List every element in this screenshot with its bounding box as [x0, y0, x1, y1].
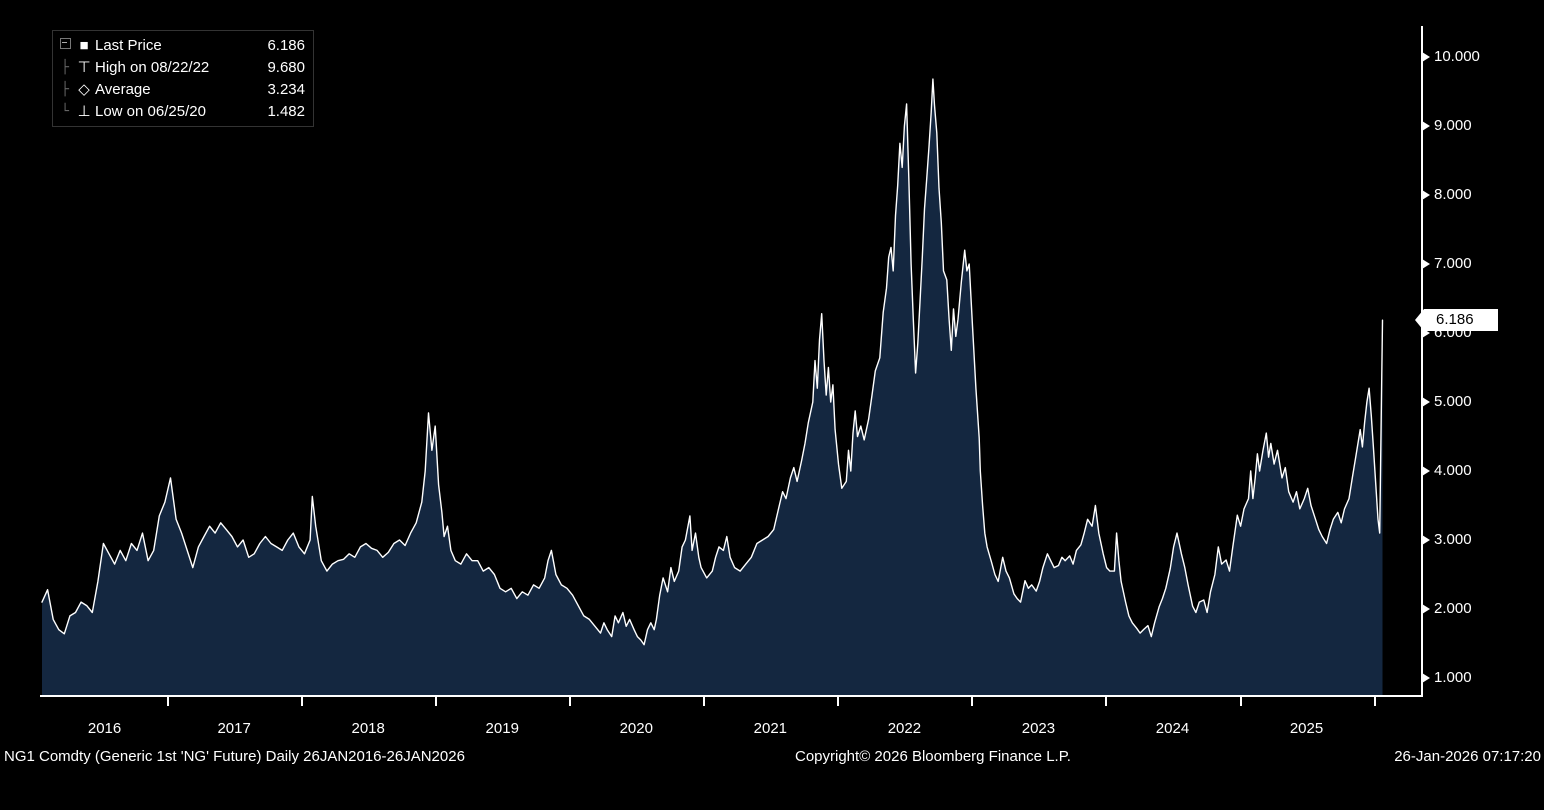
y-axis-tick: 5.000	[1422, 392, 1472, 412]
tick-arrow-icon	[1422, 121, 1430, 131]
tick-arrow-icon	[1422, 190, 1430, 200]
x-axis-tick	[971, 697, 974, 706]
y-axis-tick: 9.000	[1422, 116, 1472, 136]
y-axis-tick: 7.000	[1422, 254, 1472, 274]
x-axis-year-label: 2019	[485, 720, 519, 737]
low-tick-icon: ⊥	[77, 103, 91, 120]
x-axis-year-label: 2024	[1155, 720, 1190, 737]
x-axis-tick	[703, 697, 706, 706]
y-axis-tick: 2.000	[1422, 599, 1472, 619]
x-axis-year-label: 2022	[887, 720, 922, 737]
x-axis-year-label: 2018	[351, 720, 385, 737]
tick-arrow-icon	[1422, 52, 1430, 62]
timestamp: 26-Jan-2026 07:17:20	[1394, 748, 1541, 765]
x-axis-year-label: 2020	[619, 720, 653, 737]
legend-value: 3.234	[267, 80, 305, 98]
legend-label: High on 08/22/22	[95, 58, 210, 76]
x-axis-year-label: 2017	[217, 720, 251, 737]
y-axis-tick: 8.000	[1422, 185, 1472, 205]
legend-value: 9.680	[267, 58, 305, 76]
x-axis-tick	[1105, 697, 1108, 706]
legend-row-high[interactable]: ├ ⊤ High on 08/22/22 9.680	[57, 56, 305, 78]
tick-arrow-icon	[1422, 466, 1430, 476]
y-axis-tick: 1.000	[1422, 668, 1472, 688]
y-axis-tick-label: 3.000	[1434, 531, 1472, 548]
tick-arrow-icon	[1422, 259, 1430, 269]
price-line	[41, 78, 1384, 646]
y-axis-tick-label: 8.000	[1434, 186, 1472, 203]
x-axis-line	[40, 695, 1423, 697]
legend-collapse-icon[interactable]	[57, 37, 73, 53]
status-bar: NG1 Comdty (Generic 1st 'NG' Future) Dai…	[0, 748, 1544, 770]
y-axis-tick: 10.000	[1422, 47, 1480, 67]
tick-arrow-icon	[1422, 328, 1430, 338]
y-axis-tick: 4.000	[1422, 461, 1472, 481]
y-axis-tick-label: 7.000	[1434, 255, 1472, 272]
price-area	[42, 79, 1383, 696]
y-axis-tick-label: 1.000	[1434, 669, 1472, 686]
y-axis-tick-label: 2.000	[1434, 600, 1472, 617]
last-price-label: 6.186	[1415, 309, 1498, 332]
x-axis-tick	[301, 697, 304, 706]
tree-branch-icon: ├	[61, 81, 69, 97]
y-axis-tick-label: 9.000	[1434, 117, 1472, 134]
y-axis-tick: 3.000	[1422, 530, 1472, 550]
tree-branch-icon: ├	[61, 59, 69, 75]
y-axis-tick-label: 5.000	[1434, 393, 1472, 410]
last-price-square-icon: ■	[79, 36, 89, 54]
legend-row-average[interactable]: ├ ◇ Average 3.234	[57, 78, 305, 100]
tick-arrow-icon	[1422, 397, 1430, 407]
legend-value: 6.186	[267, 36, 305, 54]
legend-row-last-price[interactable]: ■ Last Price 6.186	[57, 34, 305, 56]
legend-label: Low on 06/25/20	[95, 102, 206, 120]
x-axis-tick	[1239, 697, 1242, 706]
x-axis-year-label: 2023	[1021, 720, 1056, 737]
x-axis-tick	[1373, 697, 1376, 706]
y-axis-tick-label: 4.000	[1434, 462, 1472, 479]
high-tick-icon: ⊤	[77, 59, 91, 76]
legend-label: Last Price	[95, 36, 162, 54]
x-axis-tick	[837, 697, 840, 706]
x-axis-year-label: 2016	[87, 720, 122, 737]
legend-row-low[interactable]: └ ⊥ Low on 06/25/20 1.482	[57, 100, 305, 122]
legend-value: 1.482	[267, 102, 305, 120]
x-axis-year-label: 2025	[1289, 720, 1324, 737]
y-axis-line	[1421, 26, 1423, 696]
x-axis-tick	[435, 697, 438, 706]
tick-arrow-icon	[1422, 604, 1430, 614]
x-axis-year-label: 2021	[753, 720, 788, 737]
y-axis-tick-label: 10.000	[1434, 48, 1480, 65]
x-axis-tick	[167, 697, 170, 706]
legend-label: Average	[95, 80, 151, 98]
chart-legend[interactable]: ■ Last Price 6.186 ├ ⊤ High on 08/22/22 …	[52, 30, 314, 127]
average-diamond-icon: ◇	[78, 81, 90, 98]
tick-arrow-icon	[1422, 673, 1430, 683]
copyright-text: Copyright© 2026 Bloomberg Finance L.P.	[795, 748, 1071, 765]
x-axis-tick	[569, 697, 572, 706]
tree-end-icon: └	[61, 103, 69, 119]
tick-arrow-icon	[1422, 535, 1430, 545]
security-description: NG1 Comdty (Generic 1st 'NG' Future) Dai…	[4, 748, 465, 765]
